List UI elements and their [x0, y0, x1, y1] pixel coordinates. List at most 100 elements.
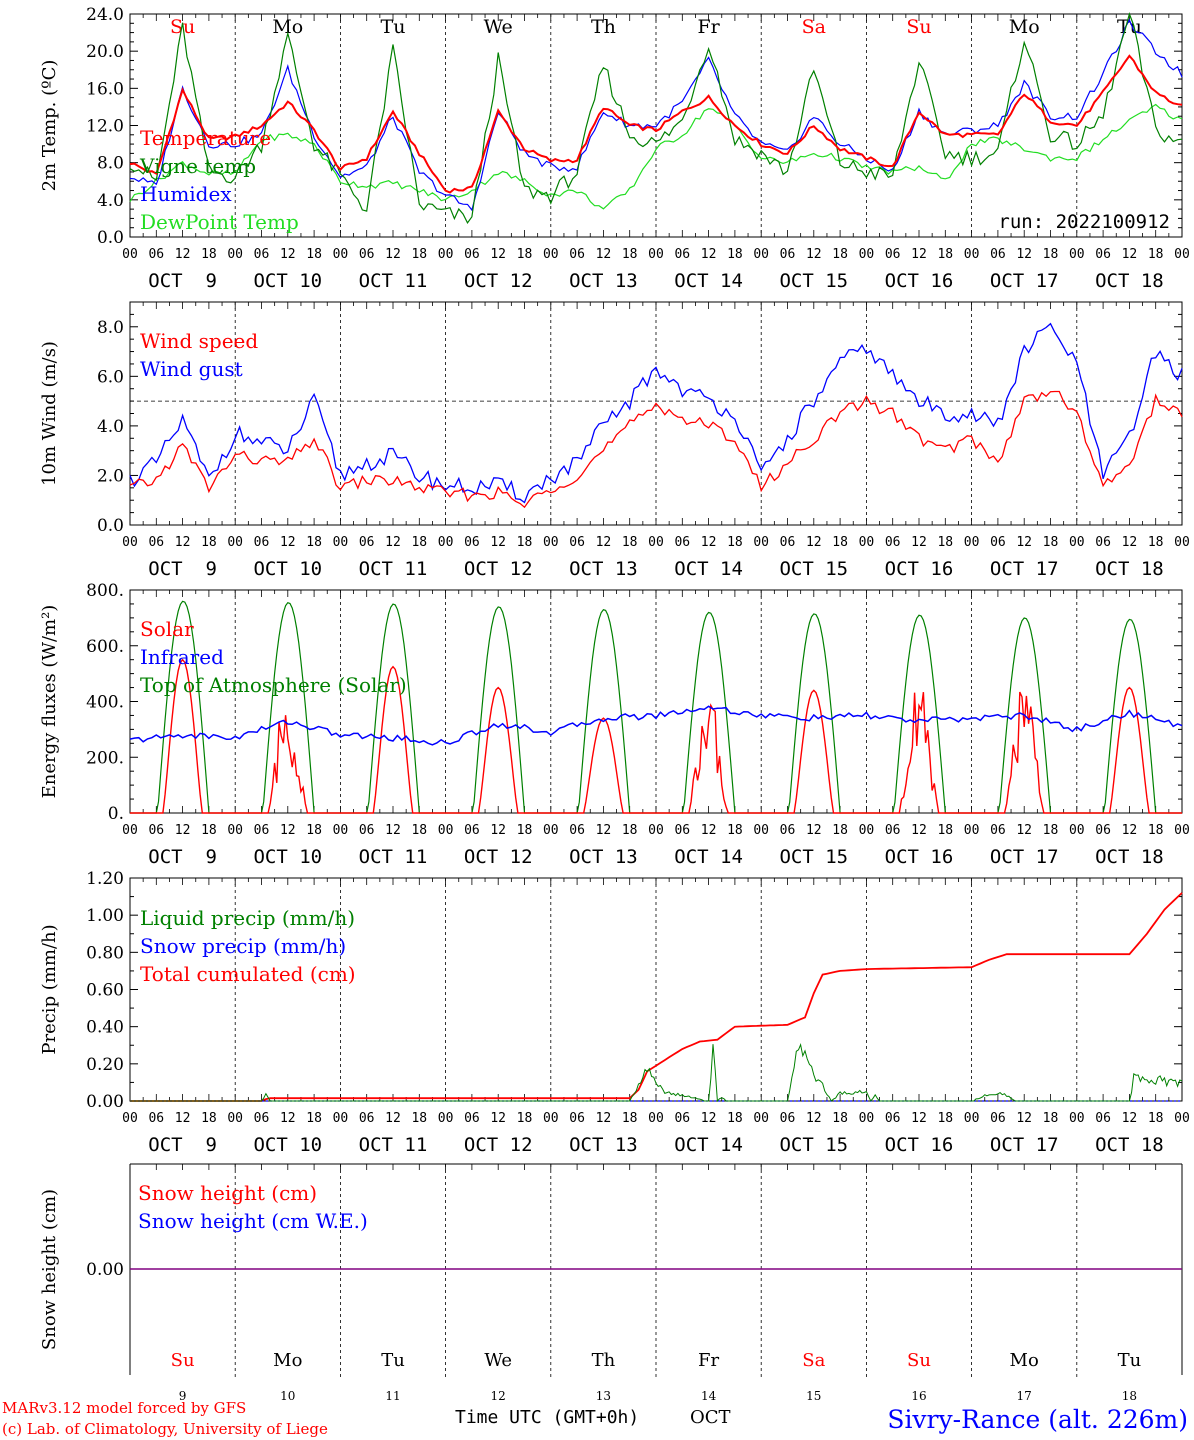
x-hour-tick-label: 12: [1016, 535, 1032, 550]
x-hour-tick-label: 00: [333, 247, 349, 262]
x-hour-tick-label: 00: [438, 823, 454, 838]
x-hour-tick-label: 00: [438, 1111, 454, 1126]
legend-entry: Snow height (cm): [138, 1181, 317, 1205]
x-hour-tick-label: 06: [254, 247, 270, 262]
day-number: 9: [179, 1389, 187, 1403]
x-hour-tick-label: 18: [937, 1111, 953, 1126]
y-tick-label: 6.0: [97, 367, 124, 387]
run-annotation: run: 2022100912: [998, 211, 1170, 233]
legend-entry: Wind speed: [140, 329, 258, 353]
x-day-label: OCT 17: [990, 1134, 1059, 1156]
y-tick-label: 0.40: [86, 1018, 124, 1038]
legend-entry: Wind gust: [140, 357, 243, 381]
weekday-label: Fr: [697, 16, 720, 38]
series-line-vigne-temp: [129, 12, 1183, 225]
legend-entry: Temperature: [140, 126, 271, 150]
y-tick-label: 0.00: [86, 1092, 124, 1112]
x-hour-tick-label: 06: [885, 823, 901, 838]
x-hour-tick-label: 00: [964, 1111, 980, 1126]
x-hour-tick-label: 12: [1016, 247, 1032, 262]
weekday-label: Tu: [381, 16, 406, 38]
x-hour-tick-label: 12: [280, 247, 296, 262]
x-hour-tick-label: 18: [201, 247, 217, 262]
x-day-label: OCT 14: [674, 270, 743, 292]
day-number: 18: [1122, 1389, 1137, 1403]
x-day-label: OCT 14: [674, 558, 743, 580]
x-hour-tick-label: 06: [359, 535, 375, 550]
weekday-label: Tu: [1118, 1350, 1142, 1371]
y-tick-label: 0.: [108, 804, 124, 824]
x-hour-tick-label: 12: [911, 1111, 927, 1126]
x-hour-tick-label: 06: [569, 823, 585, 838]
y-tick-label: 2.0: [97, 466, 124, 486]
x-hour-tick-label: 00: [1174, 535, 1190, 550]
y-axis-label: Precip (mm/h): [39, 924, 60, 1054]
weekday-label: Tu: [381, 1350, 405, 1371]
weekday-label: We: [484, 1350, 512, 1371]
x-hour-tick-label: 00: [122, 247, 138, 262]
x-hour-tick-label: 00: [227, 247, 243, 262]
x-hour-tick-label: 00: [859, 535, 875, 550]
y-tick-label: 24.0: [86, 5, 124, 25]
plot-frame: [129, 589, 1183, 814]
x-hour-tick-label: 18: [517, 535, 533, 550]
x-hour-tick-label: 06: [359, 247, 375, 262]
x-hour-tick-label: 12: [175, 247, 191, 262]
x-day-label: OCT 12: [464, 558, 533, 580]
x-hour-tick-label: 00: [753, 535, 769, 550]
x-hour-tick-label: 12: [701, 823, 717, 838]
x-hour-tick-label: 06: [1095, 823, 1111, 838]
x-day-label: OCT 14: [674, 846, 743, 868]
x-day-label: OCT 10: [253, 1134, 322, 1156]
x-hour-tick-label: 00: [543, 1111, 559, 1126]
x-day-label: OCT 18: [1095, 558, 1164, 580]
x-hour-tick-label: 00: [122, 1111, 138, 1126]
x-hour-tick-label: 18: [517, 823, 533, 838]
weekday-label: Fr: [698, 1350, 719, 1371]
x-hour-tick-label: 12: [490, 1111, 506, 1126]
x-hour-tick-label: 18: [832, 247, 848, 262]
y-tick-label: 0.20: [86, 1055, 124, 1075]
x-day-label: OCT 17: [990, 558, 1059, 580]
x-hour-tick-label: 00: [648, 1111, 664, 1126]
x-day-label: OCT 18: [1095, 846, 1164, 868]
x-day-label: OCT 9: [148, 1134, 217, 1156]
x-hour-tick-label: 06: [464, 535, 480, 550]
x-hour-tick-label: 18: [1148, 247, 1164, 262]
weekday-label: Th: [591, 16, 616, 38]
x-day-label: OCT 9: [148, 846, 217, 868]
x-day-label: OCT 18: [1095, 1134, 1164, 1156]
legend-entry: Total cumulated (cm): [140, 962, 356, 986]
x-hour-tick-label: 00: [1069, 247, 1085, 262]
x-hour-tick-label: 06: [780, 247, 796, 262]
x-hour-tick-label: 18: [727, 535, 743, 550]
x-hour-tick-label: 18: [832, 535, 848, 550]
weekday-label: Sa: [802, 1350, 825, 1371]
x-hour-tick-label: 06: [990, 247, 1006, 262]
x-day-label: OCT 9: [148, 558, 217, 580]
x-hour-tick-label: 06: [674, 247, 690, 262]
x-hour-tick-label: 18: [727, 1111, 743, 1126]
y-tick-label: 8.0: [97, 318, 124, 338]
x-day-label: OCT 15: [779, 1134, 848, 1156]
x-hour-tick-label: 18: [1043, 823, 1059, 838]
series-line-wind-gust: [129, 322, 1183, 504]
panel-energy: 0. 200. 400. 600. 800. Energy fluxes (W/m²) 00…: [39, 581, 1190, 868]
series-line-temperature: [129, 54, 1183, 194]
x-hour-tick-label: 18: [306, 1111, 322, 1126]
weekday-label: Mo: [1010, 1350, 1039, 1371]
x-hour-tick-label: 18: [937, 247, 953, 262]
x-hour-tick-label: 06: [1095, 247, 1111, 262]
x-hour-tick-label: 06: [1095, 1111, 1111, 1126]
x-hour-tick-label: 00: [1069, 1111, 1085, 1126]
day-number: 17: [1017, 1389, 1032, 1403]
x-hour-tick-label: 06: [569, 535, 585, 550]
x-hour-tick-label: 18: [727, 823, 743, 838]
x-hour-tick-label: 06: [254, 535, 270, 550]
panel-wind: 0.0 2.0 4.0 6.0 8.0 10m Wind (m/s) 00 06 12 18 OCT…: [39, 301, 1190, 580]
x-hour-tick-label: 00: [227, 1111, 243, 1126]
x-hour-tick-label: 18: [201, 823, 217, 838]
x-day-label: OCT 10: [253, 558, 322, 580]
x-axis-title: Time UTC (GMT+0h): [455, 1407, 639, 1428]
x-hour-tick-label: 12: [1016, 1111, 1032, 1126]
